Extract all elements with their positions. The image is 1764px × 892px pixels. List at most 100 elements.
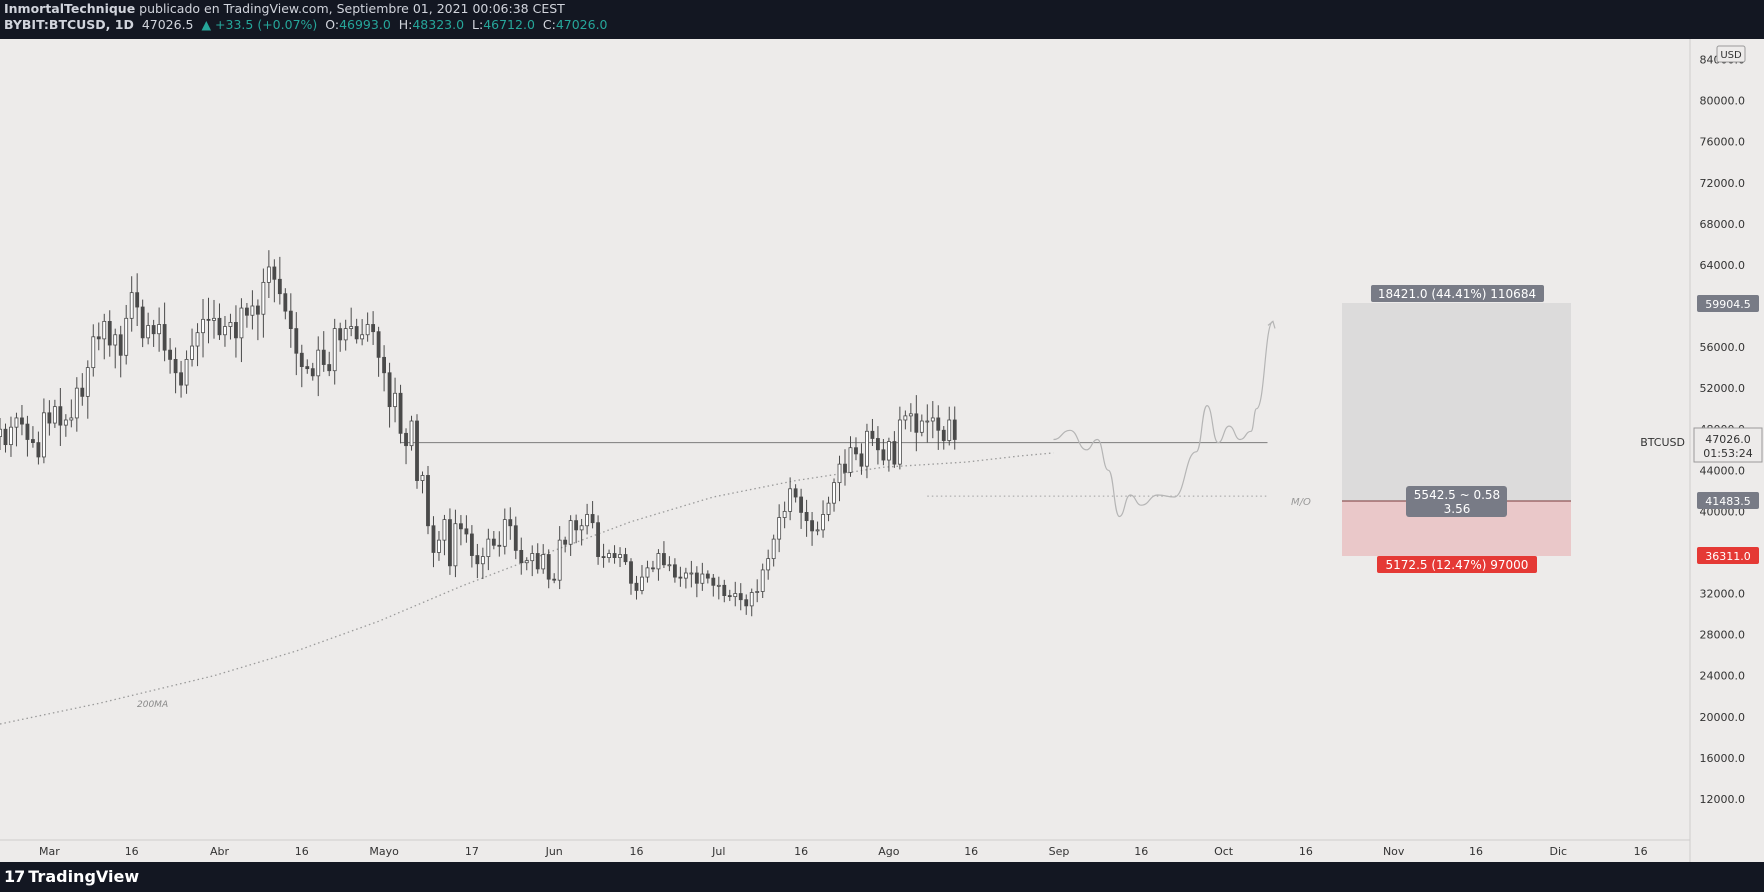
- candle: [459, 515, 463, 546]
- candle: [766, 549, 771, 580]
- entry-price-text: 41483.5: [1705, 495, 1751, 508]
- candle-body-up: [502, 519, 507, 547]
- candle-body-down: [173, 358, 178, 374]
- target-label: 18421.0 (44.41%) 110684: [1378, 287, 1536, 301]
- candle-body-down: [662, 553, 666, 566]
- candle-body-up: [568, 520, 573, 545]
- candle-body-up: [0, 428, 2, 438]
- candle-body-down: [245, 307, 249, 316]
- currency-box[interactable]: [1716, 45, 1746, 63]
- candle: [349, 307, 354, 337]
- candle-body-down: [272, 266, 277, 280]
- candle-body-down: [277, 278, 282, 295]
- candle-body-down: [941, 429, 946, 441]
- x-tick-label: Jul: [711, 845, 725, 858]
- candle-body-down: [469, 533, 474, 556]
- candle: [623, 547, 628, 565]
- candle-body-down: [738, 593, 743, 601]
- candle-body-down: [634, 582, 639, 591]
- candle: [63, 414, 68, 437]
- candle: [826, 496, 831, 522]
- candle: [607, 549, 611, 563]
- candle-body-down: [508, 519, 513, 527]
- candle-body-up: [541, 554, 546, 570]
- candle: [837, 455, 842, 502]
- candle: [25, 415, 30, 457]
- symbol-label[interactable]: BYBIT:BTCUSD, 1D: [4, 17, 134, 32]
- candle: [821, 500, 825, 538]
- candle-body-down: [612, 553, 617, 558]
- candle-body-down: [162, 324, 167, 351]
- candle: [876, 426, 880, 465]
- candle: [255, 299, 260, 341]
- candle-body-up: [124, 317, 129, 356]
- candle: [530, 545, 535, 577]
- candle-body-down: [854, 447, 858, 455]
- x-tick-label: 17: [465, 845, 479, 858]
- candle-body-up: [640, 576, 644, 591]
- candle-body-down: [135, 292, 140, 308]
- candle-body-up: [349, 326, 354, 329]
- y-tick-label: 64000.0: [1700, 259, 1746, 272]
- candle: [738, 583, 743, 611]
- candle-body-down: [914, 413, 919, 433]
- candle-body-down: [371, 324, 376, 333]
- candle-body-down: [321, 349, 326, 365]
- candle-body-down: [376, 331, 381, 358]
- candle: [113, 328, 118, 369]
- candle-body-up: [919, 420, 924, 433]
- candle: [919, 414, 924, 437]
- candle: [760, 563, 765, 599]
- projection-path[interactable]: [1053, 320, 1274, 518]
- candle-body-down: [25, 423, 30, 440]
- candle-body-up: [157, 324, 162, 335]
- candle: [755, 579, 760, 603]
- candle-body-up: [782, 510, 787, 518]
- candle: [497, 531, 502, 557]
- candle: [848, 436, 853, 477]
- candle: [733, 581, 738, 607]
- low-value: 46712.0: [483, 17, 535, 32]
- close-value: 47026.0: [555, 17, 608, 32]
- candle-body-up: [486, 538, 491, 557]
- candle: [135, 273, 140, 327]
- candle: [749, 588, 754, 617]
- candle: [195, 323, 200, 367]
- price-chart[interactable]: 18421.0 (44.41%) 110684 5542.5 ~ 0.58 3.…: [0, 39, 1764, 862]
- candle: [261, 268, 266, 338]
- candle-body-up: [716, 584, 721, 587]
- candle: [886, 437, 891, 472]
- candle-body-down: [310, 368, 315, 377]
- candle-body-down: [876, 438, 880, 451]
- stop-price-tag: [1697, 547, 1759, 564]
- candle: [409, 415, 414, 451]
- candle: [722, 579, 727, 603]
- candle-body-up: [261, 281, 266, 315]
- candle: [69, 399, 74, 428]
- candle-body-up: [74, 387, 79, 419]
- candle-body-up: [848, 447, 853, 473]
- y-tick-label: 16000.0: [1700, 752, 1746, 765]
- candle: [585, 503, 590, 535]
- candle-body-down: [283, 293, 288, 312]
- candle: [212, 299, 216, 339]
- author-name[interactable]: InmortalTechnique: [4, 1, 136, 16]
- candle: [804, 499, 809, 537]
- candle-body-down: [179, 372, 183, 386]
- time-axis[interactable]: Mar 16 Abr 16 Mayo 17 Jun 16 Jul 16 Ago 16 Sep 16 Oct 1…: [39, 845, 1648, 858]
- tradingview-logo[interactable]: 17 TradingView: [4, 867, 139, 887]
- candle: [865, 423, 869, 479]
- candle-body-up: [903, 415, 908, 421]
- candle: [442, 514, 447, 556]
- symbol-tag: BTCUSD: [1640, 436, 1685, 449]
- candle-body-up: [557, 539, 562, 581]
- candle-body-down: [843, 463, 847, 473]
- candle-body-up: [656, 553, 661, 570]
- candle: [437, 531, 441, 561]
- candle-body-up: [788, 488, 793, 512]
- candle: [52, 399, 57, 428]
- candle-body-down: [672, 564, 677, 578]
- target-label-box: [1371, 285, 1544, 302]
- y-tick-label: 44000.0: [1700, 464, 1746, 477]
- candle-body-down: [629, 561, 633, 584]
